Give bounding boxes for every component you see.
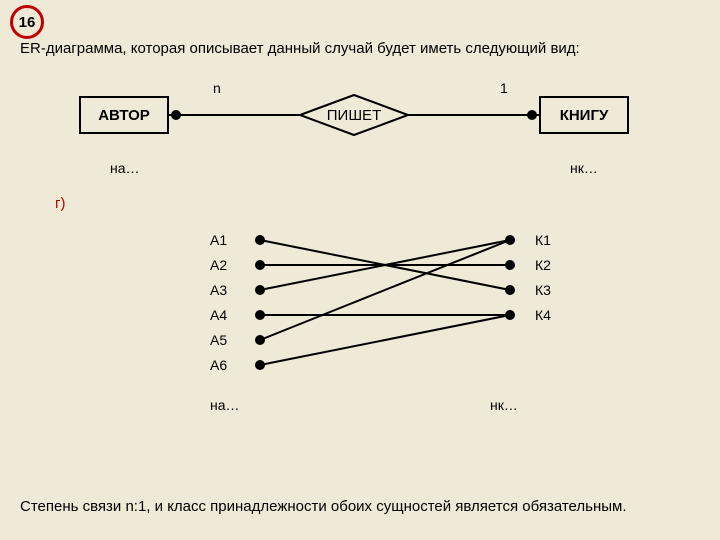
- er-diagram: АВТОР КНИГУ ПИШЕТ n 1: [70, 75, 650, 185]
- svg-text:на…: на…: [210, 397, 240, 413]
- svg-text:А6: А6: [210, 357, 227, 373]
- intro-text: ER-диаграмма, которая описывает данный с…: [20, 40, 580, 57]
- svg-text:ПИШЕТ: ПИШЕТ: [327, 107, 381, 124]
- svg-text:КНИГУ: КНИГУ: [560, 107, 609, 124]
- svg-text:К4: К4: [535, 307, 551, 323]
- svg-text:АВТОР: АВТОР: [98, 107, 150, 124]
- mapping-diagram: А1 А2 А3 А4 А5 А6 К1 К2 К3 К4 на… нк…: [170, 220, 590, 450]
- svg-text:К2: К2: [535, 257, 551, 273]
- svg-text:А1: А1: [210, 232, 227, 248]
- footer-text: Степень связи n:1, и класс принадлежност…: [20, 498, 627, 515]
- svg-text:нк…: нк…: [490, 397, 518, 413]
- page-number-badge: 16: [10, 5, 44, 39]
- er-left-note: на…: [110, 160, 140, 176]
- svg-text:1: 1: [500, 80, 508, 96]
- option-label: г): [55, 195, 65, 212]
- svg-text:К3: К3: [535, 282, 551, 298]
- svg-text:А2: А2: [210, 257, 227, 273]
- svg-text:n: n: [213, 80, 221, 96]
- svg-text:К1: К1: [535, 232, 551, 248]
- svg-text:А5: А5: [210, 332, 227, 348]
- svg-text:А3: А3: [210, 282, 227, 298]
- er-right-note: нк…: [570, 160, 598, 176]
- svg-text:А4: А4: [210, 307, 227, 323]
